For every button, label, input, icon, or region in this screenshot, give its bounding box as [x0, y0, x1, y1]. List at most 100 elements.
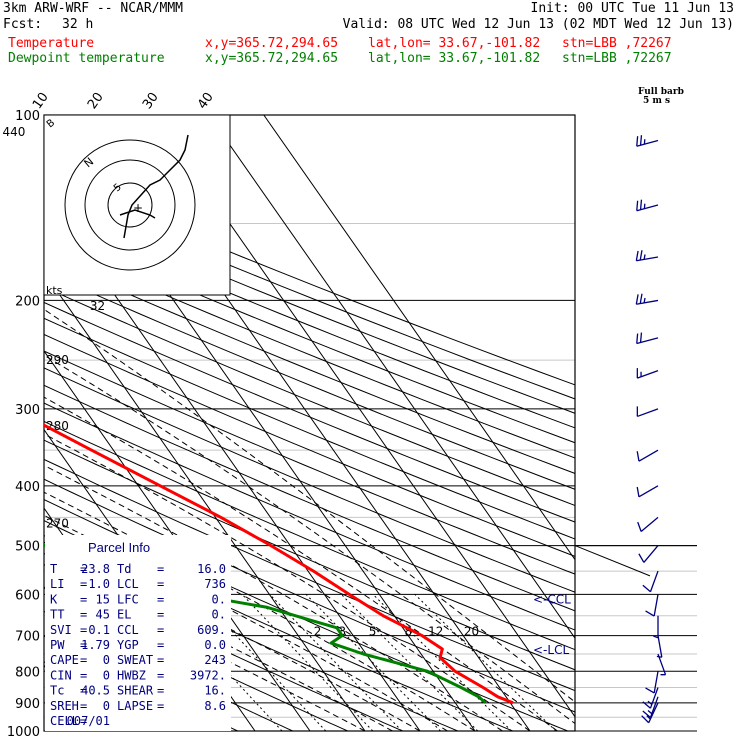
legend-dewpoint-label: Dewpoint temperature: [8, 51, 165, 66]
hodograph-ring-22: [107, 182, 153, 228]
pressure-label-400: 400: [15, 480, 40, 495]
dry-adiabat-410: [44, 301, 575, 523]
parcel-label: Td: [117, 562, 131, 576]
wind-barb-110: [636, 135, 659, 147]
parcel-label: PW: [50, 638, 65, 652]
dry-adiabat-260: [44, 586, 348, 731]
parcel-label: LI: [50, 577, 64, 591]
wind-barb-feather: [645, 687, 655, 694]
dry-adiabat-390: [44, 333, 575, 557]
dry-adiabat-360: [44, 384, 575, 612]
wind-barb-staff: [649, 696, 659, 718]
temperature-label-40: 40: [195, 90, 217, 112]
temperature-label-20: 20: [85, 90, 107, 112]
wind-barb-staff: [653, 594, 659, 617]
mixing-ratio-lines: [155, 593, 557, 731]
parcel-info-title: Parcel Info: [88, 540, 150, 555]
forecast-hour: 32 h: [62, 17, 94, 32]
parcel-equals: =: [157, 699, 164, 713]
wind-barb-400: [636, 485, 659, 498]
wind-key-line2: 5 m s: [643, 96, 670, 106]
parcel-label: SWEAT: [117, 653, 153, 667]
parcel-value: 1.0: [88, 577, 110, 591]
wind-barb-feather: [639, 293, 643, 304]
hodograph: +N5B: [43, 114, 231, 296]
wind-barb-feather: [639, 135, 643, 146]
wind-barb-feather: [647, 710, 653, 715]
wind-barb-feather: [645, 610, 655, 617]
wind-barb-750: [657, 653, 667, 676]
kts-label-32: 32: [90, 299, 105, 313]
mixing-ratio-2: [241, 593, 374, 731]
frame-diagonal: [574, 545, 651, 577]
dry-adiabat-400: [44, 317, 575, 540]
parcel-value: 40.5: [81, 684, 110, 698]
dry-adiabat-490: [44, 186, 575, 400]
parcel-label: YGP: [117, 638, 139, 652]
hodograph-ring-65: [64, 139, 196, 271]
wind-barb-staff: [636, 139, 659, 147]
parcel-equals: =: [80, 562, 87, 576]
mixing-ratio-8: [340, 593, 479, 731]
wind-barb-staff: [637, 370, 659, 379]
legend-dewpoint-station: stn=LBB ,72267: [562, 51, 672, 66]
legend-temperature-station: stn=LBB ,72267: [562, 36, 672, 51]
wind-barb-staff: [636, 299, 659, 305]
wind-barb-feather: [635, 250, 639, 261]
parcel-value: 0.: [212, 608, 226, 622]
parcel-equals: =: [80, 577, 87, 591]
dry-adiabat-430: [44, 271, 575, 490]
parcel-label: CELL: [50, 714, 79, 728]
parcel-value: 736: [204, 577, 226, 591]
parcel-equals: =: [80, 699, 87, 713]
init-time: Init: 00 UTC Tue 11 Jun 13: [530, 1, 735, 16]
parcel-equals: =: [80, 714, 87, 728]
pressure-label-600: 600: [15, 588, 40, 603]
wind-barb-880: [642, 696, 659, 718]
wind-barb-feather: [643, 297, 646, 303]
parcel-equals: =: [157, 562, 164, 576]
moist-adiabat-30: [44, 354, 575, 725]
parcel-label: LAPSE: [117, 699, 153, 713]
temperature-profile: [44, 423, 514, 705]
wind-barb-staff: [657, 635, 663, 658]
wind-barb-feather: [636, 486, 640, 497]
parcel-value: 0.1: [88, 623, 110, 637]
wind-barb-500: [638, 545, 659, 563]
mixing-ratio-5: [305, 593, 441, 731]
parcel-equals: =: [157, 684, 164, 698]
pressure-label-700: 700: [15, 630, 40, 645]
legend-temperature-label: Temperature: [8, 36, 95, 51]
moist-adiabat-20: [44, 433, 531, 731]
wind-key-line1: Full barb: [638, 87, 684, 97]
dry-adiabat-500: [44, 173, 575, 386]
wind-barb-feather: [636, 451, 640, 462]
wind-barb-170: [635, 250, 659, 262]
legend-temperature-xy: x,y=365.72,294.65: [205, 36, 339, 51]
parcel-equals: =: [80, 668, 87, 682]
wind-barb-550: [642, 570, 659, 593]
temperature-tick-group-20: 20: [85, 90, 107, 112]
parcel-equals: =: [80, 684, 87, 698]
parcel-value: 16.0: [197, 562, 226, 576]
parcel-value: 0: [103, 668, 110, 682]
forecast-label: Fcst:: [3, 17, 43, 32]
wind-barb-staff: [636, 337, 659, 345]
wind-barb-300: [636, 406, 659, 418]
parcel-value: 23.8: [81, 562, 110, 576]
wind-barb-feather: [642, 584, 651, 593]
parcel-label: LFC: [117, 592, 139, 606]
hodograph-ring-label: 5: [112, 182, 124, 195]
wind-barb-staff: [636, 256, 659, 262]
dry-adiabat-380: [44, 350, 575, 575]
parcel-value: 0: [103, 699, 110, 713]
wind-barb-feather: [642, 701, 651, 709]
parcel-value: 1.79: [81, 638, 110, 652]
mixing-ratio-label-8: 8: [404, 625, 412, 639]
wind-barb-feather: [636, 136, 639, 147]
temperature-tick-group-30: 30: [140, 90, 162, 112]
parcel-equals: =: [80, 638, 87, 652]
moist-adiabat-10: [44, 491, 476, 731]
wind-barb-260: [636, 368, 659, 379]
